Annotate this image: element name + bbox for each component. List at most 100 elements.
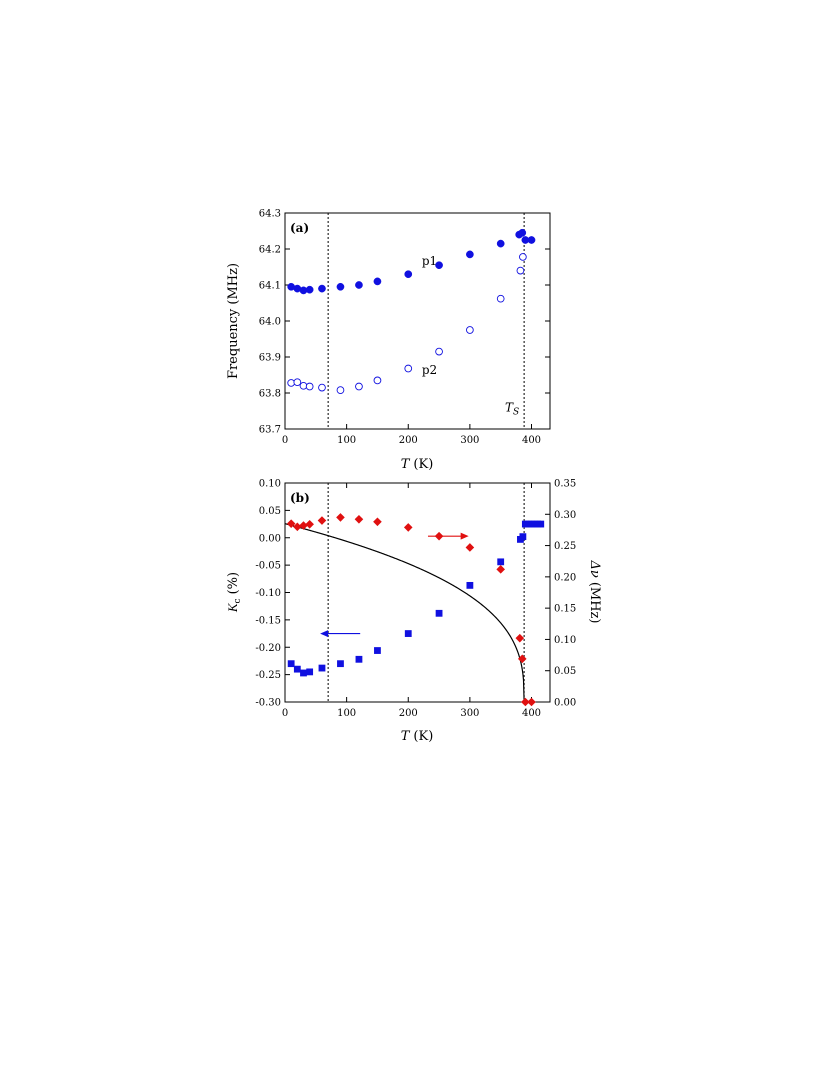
kc-point [537, 520, 545, 528]
p1-point [318, 284, 326, 293]
p1-point [404, 270, 413, 279]
dnu-point [403, 523, 413, 532]
p2-point [496, 294, 505, 303]
x-tick-label: 200 [399, 708, 418, 719]
panel-b-x-axis-label: T (K) [401, 729, 434, 744]
y-tick-label: 64.2 [259, 245, 281, 256]
y-tick-label: 63.9 [259, 353, 281, 364]
panel-b-x-ticks: 0 100 200 300 400 [282, 483, 541, 719]
panel-a-x-axis-label: T (K) [401, 457, 434, 472]
kc-point [318, 664, 326, 672]
panel-a-y-ticks: 63.7 63.8 63.9 64.0 64.1 64.2 64.3 [259, 209, 550, 436]
panel-b-axis-arrows [320, 532, 469, 638]
dnu-point [517, 654, 527, 664]
panel-a-y-axis-label: Frequency (MHz) [226, 263, 241, 379]
p2-point [373, 376, 382, 385]
dnu-point [354, 514, 364, 524]
left-y-tick-label: -0.15 [255, 615, 281, 626]
x-tick-label: 200 [399, 435, 418, 446]
panel-b-label: (b) [290, 491, 310, 505]
dnu-point [373, 517, 382, 527]
left-y-tick-label: 0.05 [259, 506, 281, 517]
dnu-point [317, 516, 327, 525]
kc-point [519, 533, 527, 541]
p2-point [299, 381, 308, 390]
left-y-tick-label: -0.05 [255, 561, 281, 572]
annotation-p1: p1 [422, 254, 437, 268]
kc-point [435, 609, 443, 617]
kc-point [337, 660, 344, 668]
kc-point [374, 647, 381, 654]
y-tick-label: 64.3 [259, 209, 281, 220]
dnu-point [515, 633, 525, 643]
right-y-tick-label: 0.20 [554, 572, 576, 583]
right-y-tick-label: 0.15 [554, 604, 576, 615]
left-y-tick-label: 0.10 [259, 479, 281, 490]
dnu-point [521, 697, 530, 707]
right-y-tick-label: 0.35 [554, 479, 576, 490]
annotation-p2: p2 [422, 363, 437, 377]
panel-a-x-ticks: 0 100 200 300 400 [282, 424, 541, 446]
kc-point [497, 558, 505, 566]
left-y-tick-label: 0.00 [259, 533, 281, 544]
panel-a-frequency-chart: 0 100 200 300 400 63.7 63.8 63.9 64.0 64.1 64.2 64… [226, 209, 551, 472]
panel-a-annotations: p1 p2 TS [422, 254, 519, 418]
right-y-tick-label: 0.05 [554, 666, 576, 677]
dnu-point [465, 543, 475, 552]
right-y-tick-label: 0.25 [554, 541, 576, 552]
fit-curve-line [285, 523, 525, 702]
p1-point [518, 228, 527, 237]
p1-point [305, 285, 314, 294]
panel-b-fit-curve [285, 523, 525, 702]
panel-b-right-y-ticks: 0.00 0.05 0.10 0.15 0.20 0.25 0.30 0.35 [545, 479, 576, 709]
p1-point [373, 277, 382, 286]
y-tick-label: 63.8 [259, 389, 281, 400]
p2-point [404, 364, 413, 373]
arrow-left-head [320, 630, 329, 638]
dnu-point [336, 513, 345, 522]
x-tick-label: 300 [460, 435, 479, 446]
x-tick-label: 400 [522, 435, 541, 446]
x-tick-label: 0 [282, 708, 288, 719]
panel-b-transition-lines [327, 483, 525, 702]
p2-point [435, 347, 443, 356]
p1-point [496, 239, 505, 248]
dnu-point [286, 519, 296, 528]
kc-point [306, 668, 314, 676]
kc-point [300, 669, 307, 677]
right-y-tick-label: 0.00 [554, 698, 576, 709]
p2-point [516, 266, 525, 275]
kc-point [466, 581, 474, 589]
kc-point [355, 655, 363, 663]
right-y-tick-label: 0.30 [554, 510, 576, 521]
p2-point [355, 382, 363, 391]
p1-point [466, 250, 474, 259]
panel-b-data-points [286, 513, 545, 707]
x-tick-label: 400 [522, 708, 541, 719]
x-tick-label: 300 [460, 708, 479, 719]
dnu-point [293, 522, 302, 532]
panel-b-right-y-axis-label: Δν(MHz) [587, 560, 602, 624]
panel-a-label: (a) [290, 221, 309, 235]
panel-a-data-points [287, 228, 536, 394]
y-tick-label: 64.1 [259, 281, 281, 292]
p2-point [336, 386, 345, 394]
panel-b-kc-dnu-chart: 0 100 200 300 400 -0.30-0.25-0.20-0.15-0.10-… [225, 479, 602, 745]
panel-a-transition-lines [327, 213, 525, 429]
p1-point [527, 236, 536, 244]
y-tick-label: 64.0 [259, 317, 281, 328]
y-tick-label: 63.7 [259, 425, 281, 436]
dnu-point [305, 519, 314, 529]
right-y-tick-label: 0.10 [554, 635, 576, 646]
dnu-point [299, 521, 308, 530]
p2-point [287, 379, 296, 387]
arrow-right-head [460, 532, 469, 540]
p2-point [519, 253, 527, 261]
p1-point [336, 282, 345, 291]
p1-point [435, 261, 443, 270]
kc-point [293, 665, 301, 673]
p2-point [318, 383, 326, 392]
panel-b-left-y-axis-label: Kc(%) [225, 572, 243, 613]
kc-point [404, 630, 412, 637]
